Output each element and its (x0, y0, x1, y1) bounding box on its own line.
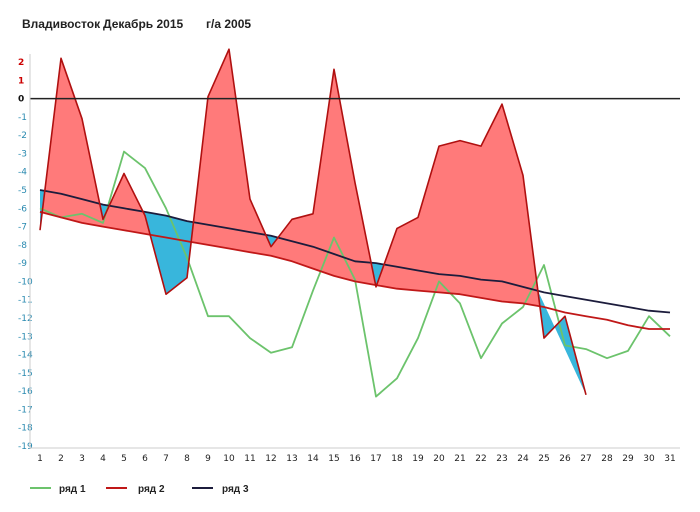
cold-anomaly-area (143, 211, 194, 295)
x-tick-label: 22 (475, 454, 486, 464)
x-tick-label: 7 (163, 454, 169, 464)
x-tick-label: 1 (37, 454, 43, 464)
cold-anomaly-area (265, 234, 278, 247)
x-tick-label: 12 (265, 454, 276, 464)
warm-anomaly-area (42, 58, 151, 235)
x-tick-label: 14 (307, 454, 319, 464)
x-tick-label: 20 (433, 454, 445, 464)
x-tick-label: 4 (100, 454, 106, 464)
y-tick-label: -5 (18, 186, 27, 196)
x-tick-label: 27 (580, 454, 591, 464)
series-3-line (39, 189, 671, 314)
series-1-line (39, 150, 671, 398)
y-tick-label: -4 (18, 168, 27, 178)
x-tick-label: 15 (328, 454, 339, 464)
y-tick-label: -16 (18, 387, 33, 397)
chart-title-period: Декабрь 2015 (103, 17, 184, 31)
x-tick-label: 3 (79, 454, 85, 464)
chart-title-city: Владивосток (22, 17, 101, 31)
x-tick-label: 2 (58, 454, 64, 464)
warm-anomaly-area (191, 49, 376, 286)
y-tick-label: -17 (18, 405, 33, 415)
y-tick-label: -9 (18, 259, 27, 269)
x-tick-label: 8 (184, 454, 190, 464)
series-lines (39, 48, 671, 398)
x-tick-label: 5 (121, 454, 127, 464)
x-tick-label: 23 (496, 454, 507, 464)
y-tick-label: -18 (18, 424, 33, 434)
y-tick-label: -10 (18, 277, 33, 287)
y-tick-label: -13 (18, 332, 33, 342)
y-tick-label: -19 (18, 442, 33, 452)
anomaly-fills (40, 49, 586, 395)
legend-label-series-3: ряд 3 (222, 484, 249, 495)
x-tick-label: 6 (142, 454, 148, 464)
cold-anomaly-area (371, 262, 384, 287)
y-tick-label: -2 (18, 131, 27, 141)
x-tick-label: 9 (205, 454, 211, 464)
y-tick-label: -14 (18, 351, 33, 361)
x-tick-label: 18 (391, 454, 403, 464)
actual-temperature-line (39, 48, 587, 396)
axis-frame (29, 54, 680, 449)
warm-anomaly-area (376, 104, 540, 307)
legend: ряд 1 ряд 2 ряд 3 (30, 484, 249, 495)
series-2-line (39, 211, 670, 330)
x-tick-label: 10 (223, 454, 235, 464)
y-axis: 2 1 0 -1 -2 -3 -4 -5 -6 -7 -8 -9 -10 -11 -12 -13 -14 -15 -… (18, 58, 33, 452)
y-tick-label: 0 (18, 95, 24, 105)
x-tick-label: 31 (664, 454, 675, 464)
y-tick-label: -1 (18, 113, 27, 123)
x-tick-label: 19 (412, 454, 424, 464)
x-tick-label: 16 (349, 454, 361, 464)
x-tick-label: 26 (559, 454, 571, 464)
x-axis: 1 2 3 4 5 6 7 8 9 10 11 12 13 14 15 16 17 18 19 20 21 22 23 24 2… (37, 454, 676, 464)
y-tick-label: -7 (18, 223, 27, 233)
x-tick-label: 28 (601, 454, 613, 464)
y-tick-label: -3 (18, 149, 27, 159)
x-tick-label: 17 (370, 454, 381, 464)
y-tick-label: 2 (18, 58, 24, 68)
y-tick-label: -11 (18, 296, 33, 306)
x-tick-label: 21 (454, 454, 465, 464)
legend-label-series-2: ряд 2 (138, 484, 165, 495)
x-tick-label: 11 (244, 454, 255, 464)
x-tick-label: 25 (538, 454, 549, 464)
x-tick-label: 30 (643, 454, 655, 464)
x-tick-label: 13 (286, 454, 297, 464)
y-tick-label: -8 (18, 241, 27, 251)
y-tick-label: -15 (18, 369, 33, 379)
cold-anomaly-area (537, 290, 586, 395)
chart-title-year: г/а 2005 (206, 17, 251, 31)
y-tick-label: -12 (18, 314, 33, 324)
x-tick-label: 29 (622, 454, 634, 464)
x-tick-label: 24 (517, 454, 529, 464)
y-tick-label: 1 (18, 76, 24, 86)
y-tick-label: -6 (18, 204, 27, 214)
legend-label-series-1: ряд 1 (59, 484, 86, 495)
